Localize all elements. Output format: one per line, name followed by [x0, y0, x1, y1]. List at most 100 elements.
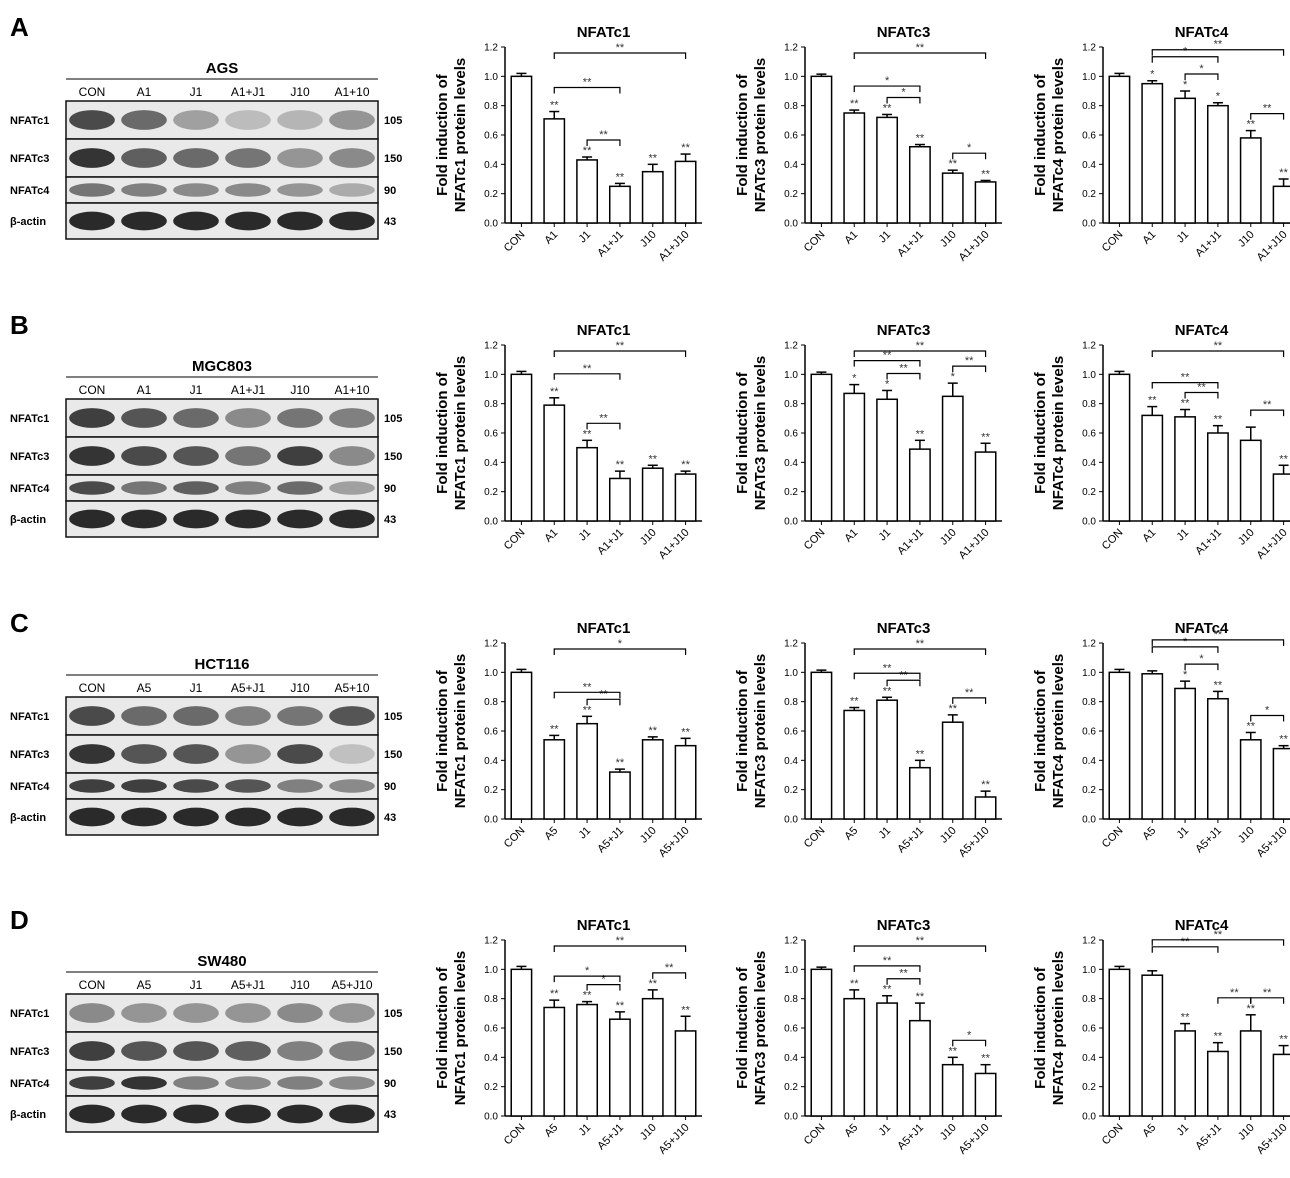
protein-band — [69, 183, 115, 197]
protein-band — [329, 446, 375, 466]
comparison-bracket — [853, 965, 921, 972]
blot-kda-label: 90 — [384, 483, 396, 495]
y-axis-label: Fold induction ofNFATc4 protein levels — [1032, 58, 1067, 213]
x-tick-label: J1 — [1174, 825, 1191, 842]
protein-band — [225, 1076, 271, 1090]
blot-strip — [65, 398, 379, 438]
blot-strip — [65, 772, 379, 800]
y-tick-label: 0.4 — [484, 160, 498, 171]
chart-title: NFATc3 — [877, 620, 931, 637]
y-tick-label: 1.2 — [1082, 43, 1096, 54]
x-tick-label: A1+J1 — [1193, 527, 1224, 558]
comparison-significance: ** — [916, 935, 925, 947]
y-axis-label-line: Fold induction of — [434, 966, 451, 1089]
comparison-bracket — [586, 984, 621, 991]
blot-strip — [65, 1095, 379, 1133]
comparison-bracket — [853, 945, 987, 952]
y-tick-label: 0.8 — [484, 697, 498, 708]
x-tick-label: CON — [1100, 825, 1126, 851]
significance-mark: ** — [681, 726, 690, 738]
y-tick-label: 1.2 — [1082, 639, 1096, 650]
protein-band — [173, 1076, 219, 1090]
comparison-significance: * — [585, 965, 590, 977]
comparison-significance: ** — [916, 638, 925, 650]
blot-row-label: β-actin — [10, 812, 46, 824]
blot-strip — [65, 474, 379, 502]
y-axis-label-line: NFATc1 protein levels — [452, 356, 469, 511]
y-tick-label: 0.4 — [784, 458, 798, 469]
lane-label: J1 — [190, 681, 203, 695]
blot-kda-label: 43 — [384, 812, 396, 824]
x-tick-label: A1+J10 — [957, 527, 992, 562]
x-tick-label: CON — [502, 1122, 528, 1148]
y-tick-label: 0.0 — [784, 815, 798, 826]
bar-chart-nfatc4: NFATc4 Fold induction ofNFATc4 protein le… — [1032, 24, 1290, 264]
y-axis-label-line: Fold induction of — [1032, 669, 1049, 792]
blot-row-label: β-actin — [10, 216, 46, 228]
protein-band — [69, 509, 115, 529]
x-tick-label: J10 — [1236, 1122, 1257, 1143]
y-axis-label-line: Fold induction of — [734, 669, 751, 792]
lane-label: J10 — [290, 383, 310, 397]
x-tick-label: A5+J10 — [957, 1122, 992, 1157]
significance-mark: ** — [616, 1000, 625, 1012]
y-tick-label: 0.0 — [1082, 517, 1096, 528]
comparison-bracket — [1184, 391, 1219, 399]
y-axis-label: Fold induction ofNFATc1 protein levels — [434, 356, 469, 511]
comparison-significance: ** — [599, 412, 608, 424]
x-tick-label: A5+J10 — [1255, 825, 1290, 860]
chart-title: NFATc1 — [577, 322, 631, 339]
y-axis-label-line: Fold induction of — [1032, 73, 1049, 196]
x-tick-label: J10 — [1236, 527, 1257, 548]
protein-band — [69, 1003, 115, 1023]
comparison-significance: ** — [665, 962, 674, 974]
comparison-significance: * — [885, 75, 890, 87]
significance-mark: ** — [1246, 119, 1255, 131]
bar — [1239, 439, 1262, 522]
y-tick-label: 0.0 — [1082, 815, 1096, 826]
protein-band — [329, 1104, 375, 1124]
comparison-significance: * — [967, 142, 972, 154]
panel-label: A — [10, 12, 29, 42]
y-axis-label-line: NFATc3 protein levels — [752, 654, 769, 809]
y-tick-label: 0.2 — [784, 487, 798, 498]
protein-band — [121, 148, 167, 168]
y-axis-label-line: NFATc1 protein levels — [452, 654, 469, 809]
comparison-bracket — [1151, 946, 1219, 953]
bar — [1272, 747, 1290, 820]
significance-mark: ** — [1214, 679, 1223, 691]
panel-label: D — [10, 905, 29, 935]
bar — [510, 75, 533, 224]
comparison-significance: ** — [899, 968, 908, 980]
blot-strip — [65, 500, 379, 538]
comparison-significance: ** — [916, 42, 925, 54]
lane-label: J1 — [190, 383, 203, 397]
significance-mark: ** — [1148, 395, 1157, 407]
protein-band — [121, 807, 167, 827]
comparison-bracket — [1151, 646, 1219, 653]
comparison-bracket — [886, 96, 921, 104]
y-tick-label: 0.6 — [484, 131, 498, 142]
protein-band — [225, 1041, 271, 1061]
x-tick-label: J1 — [876, 229, 893, 246]
y-tick-label: 0.6 — [1082, 1024, 1096, 1035]
cell-line-title: SW480 — [197, 953, 246, 970]
protein-band — [121, 408, 167, 428]
y-tick-label: 0.6 — [1082, 429, 1096, 440]
protein-band — [329, 1076, 375, 1090]
comparison-bracket — [1151, 49, 1285, 56]
y-axis-label-line: Fold induction of — [734, 371, 751, 494]
y-axis-label-line: NFATc1 protein levels — [452, 951, 469, 1106]
bar — [1174, 687, 1197, 820]
protein-band — [173, 509, 219, 529]
x-tick-label: A5+J10 — [657, 1122, 692, 1157]
y-tick-label: 0.0 — [784, 219, 798, 230]
bar — [543, 739, 566, 820]
protein-band — [173, 148, 219, 168]
lane-label: A5+10 — [334, 681, 369, 695]
y-tick-label: 0.6 — [484, 1024, 498, 1035]
x-tick-label: J10 — [1236, 229, 1257, 250]
protein-band — [225, 211, 271, 231]
comparison-significance: ** — [899, 362, 908, 374]
